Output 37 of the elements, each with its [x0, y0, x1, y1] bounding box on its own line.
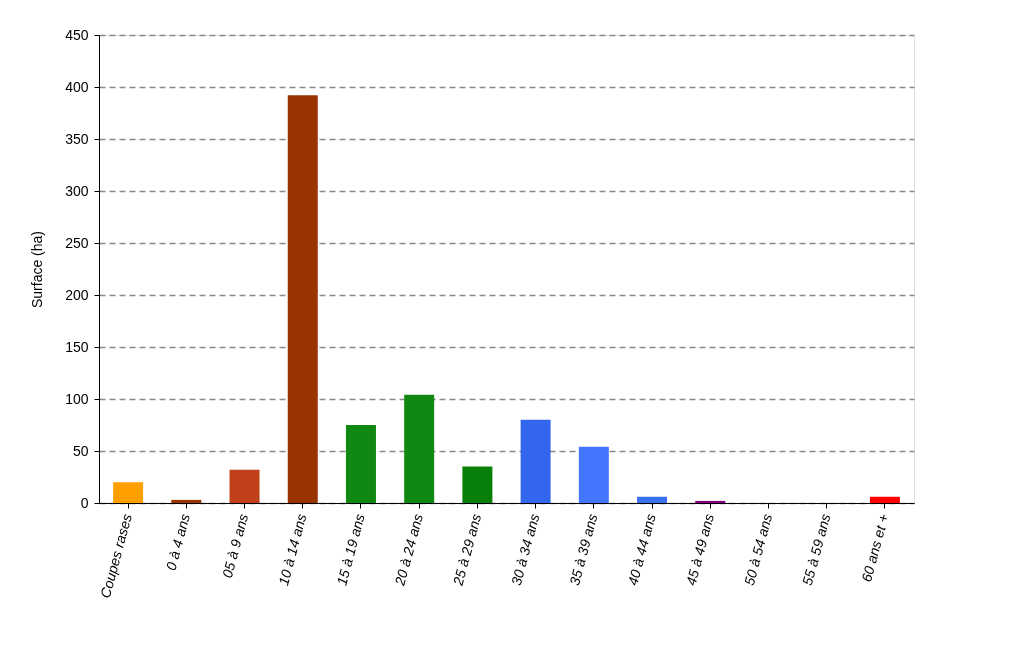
bar: [345, 425, 376, 503]
x-tick-label: 15 à 19 ans: [333, 512, 368, 587]
y-tick-label: 400: [65, 78, 89, 95]
y-tick-label: 450: [65, 26, 89, 43]
bar: [229, 469, 260, 503]
bar: [287, 95, 318, 503]
bar: [520, 419, 551, 503]
x-tick-label: 50 à 54 ans: [740, 512, 776, 587]
x-tick-label: 30 à 34 ans: [507, 512, 543, 587]
y-tick-label: 350: [65, 130, 89, 147]
bar: [462, 466, 493, 503]
bar: [404, 394, 435, 503]
bar: [637, 496, 668, 503]
y-tick-label: 250: [65, 234, 89, 251]
x-tick-label: 35 à 39 ans: [566, 512, 601, 587]
bar: [869, 496, 900, 503]
x-tick-label: 40 à 44 ans: [624, 512, 659, 587]
x-tick-label: 20 à 24 ans: [391, 512, 426, 588]
bar: [578, 446, 609, 503]
bar: [171, 499, 202, 503]
x-tick-label: 45 à 49 ans: [682, 512, 718, 587]
x-tick-label: 25 à 29 ans: [449, 512, 485, 588]
bar: [695, 500, 726, 503]
x-tick-label: 05 à 9 ans: [218, 512, 252, 580]
x-tick-label: 0 à 4 ans: [162, 512, 194, 572]
y-tick-label: 300: [65, 182, 89, 199]
y-tick-label: 100: [65, 390, 89, 407]
x-tick-label: 10 à 14 ans: [275, 512, 310, 587]
x-tick-label: Coupes rases: [97, 512, 135, 600]
y-tick-label: 0: [80, 494, 89, 511]
y-tick-label: 50: [72, 442, 89, 459]
y-tick-label: 200: [65, 286, 89, 303]
y-tick-label: 150: [65, 338, 89, 355]
y-axis-title: Surface (ha): [29, 230, 46, 309]
x-tick-label: 60 ans et +: [858, 512, 892, 584]
x-tick-label: 55 à 59 ans: [799, 512, 834, 587]
bar: [113, 482, 144, 503]
